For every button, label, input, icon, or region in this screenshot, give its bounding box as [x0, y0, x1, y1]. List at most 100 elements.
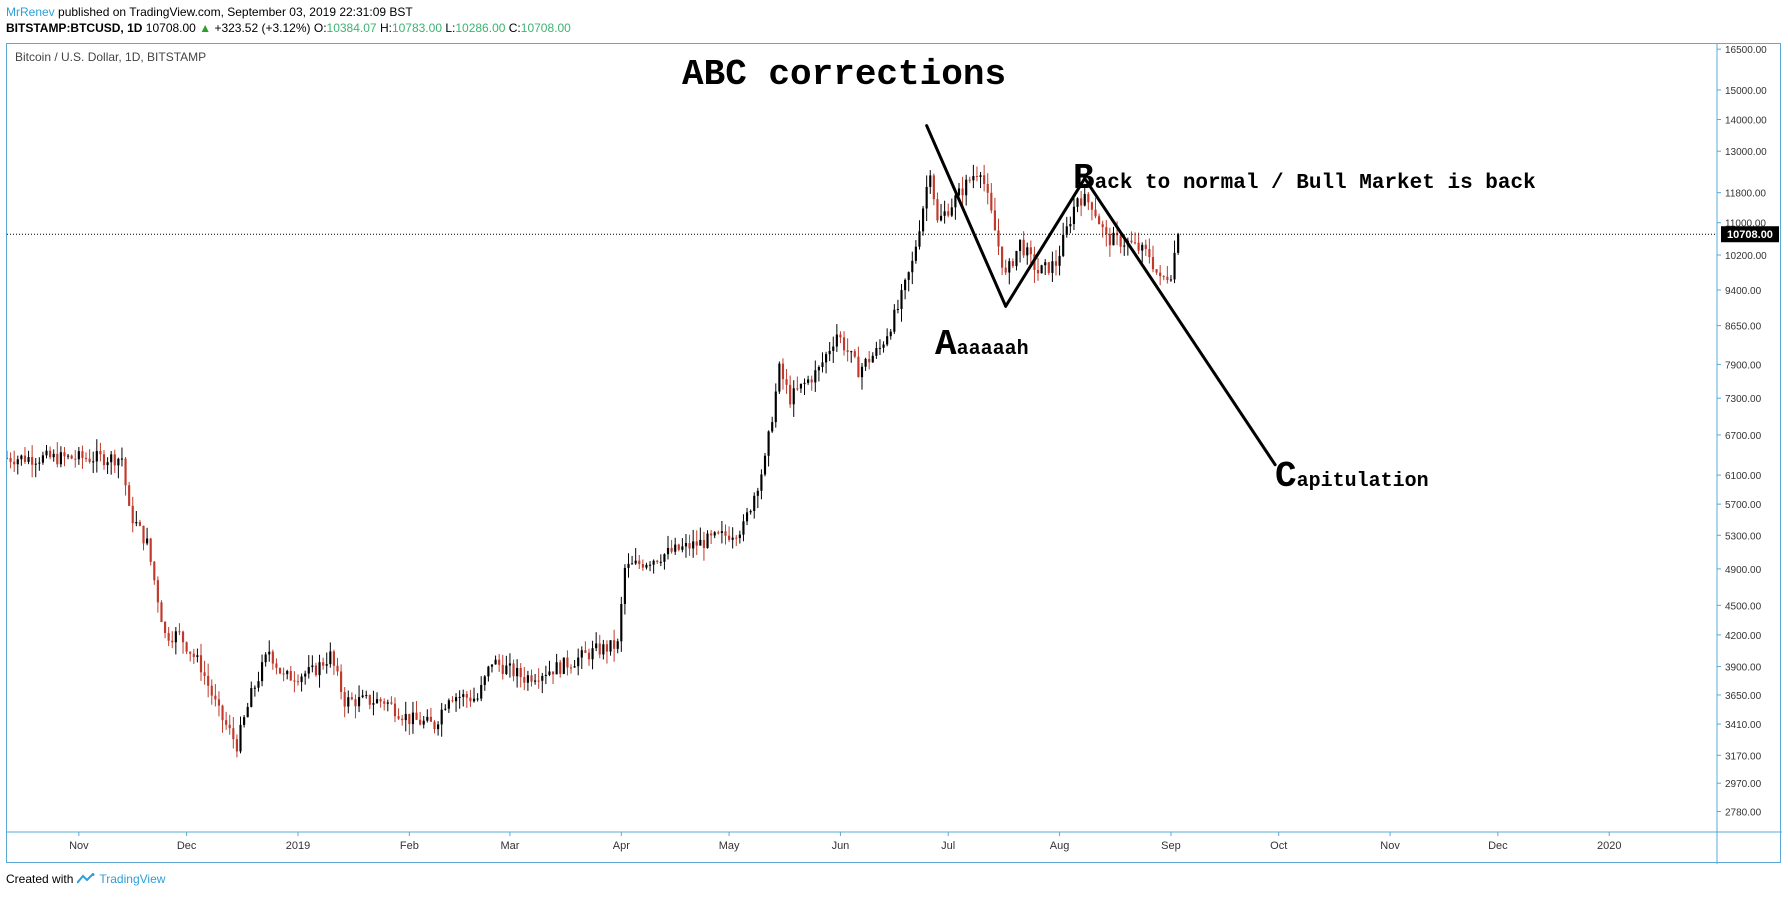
candle-body — [645, 564, 648, 568]
open-label: O: — [313, 21, 327, 35]
candle-body — [627, 563, 630, 568]
x-axis-tick-label: Oct — [1270, 840, 1287, 852]
candle-body — [526, 675, 529, 683]
candle-body — [850, 351, 853, 353]
candle-body — [871, 355, 874, 363]
candle-body — [1044, 262, 1047, 266]
candle-body — [828, 350, 831, 355]
candle-body — [602, 644, 605, 655]
candle-body — [907, 272, 910, 280]
close-value: 10708.00 — [520, 21, 571, 35]
candle-body — [724, 531, 727, 536]
candle-body — [950, 207, 953, 216]
y-axis-tick-label: 7900.00 — [1725, 360, 1762, 371]
candle-body — [92, 461, 95, 463]
candle-body — [401, 718, 404, 721]
candle-body — [1169, 279, 1173, 281]
candle-body — [149, 538, 152, 562]
candle-body — [293, 680, 296, 682]
candle-body — [598, 643, 601, 655]
candle-body — [925, 186, 928, 209]
candle-body — [1151, 257, 1155, 270]
candle-body — [1080, 198, 1083, 206]
candle-body — [1062, 234, 1065, 256]
candle-body — [587, 652, 591, 660]
candle-body — [857, 356, 860, 378]
candle-body — [66, 455, 70, 457]
candle-body — [429, 716, 432, 722]
candle-body — [336, 665, 339, 672]
y-axis-tick-label: 9400.00 — [1725, 286, 1762, 297]
candle-body — [990, 192, 993, 211]
candle-body — [239, 724, 242, 752]
candle-body — [304, 673, 307, 677]
annotation-a-rest: aaaaah — [957, 338, 1029, 361]
candle-body — [1008, 261, 1011, 273]
candle-body — [246, 706, 249, 718]
candle-body — [232, 728, 235, 740]
candle-body — [997, 230, 1000, 247]
x-axis-tick-label: Dec — [177, 840, 197, 852]
x-axis-tick-label: Aug — [1050, 840, 1070, 852]
candle-body — [706, 533, 709, 548]
low-label: L: — [445, 21, 456, 35]
candle-body — [447, 700, 450, 709]
candle-body — [210, 685, 213, 696]
author-link[interactable]: MrRenev — [6, 5, 55, 19]
tradingview-link[interactable]: TradingView — [99, 872, 166, 886]
candle-body — [70, 455, 73, 459]
y-axis-tick-label: 15000.00 — [1725, 86, 1767, 97]
candle-body — [860, 366, 864, 378]
y-axis-tick-label: 14000.00 — [1725, 115, 1767, 126]
candle-body — [383, 701, 386, 704]
y-axis-tick-label: 3900.00 — [1725, 663, 1762, 674]
candle-body — [38, 462, 41, 464]
candle-body — [810, 379, 813, 383]
annotation-a: Aaaaaah — [935, 324, 1029, 365]
candle-body — [605, 644, 609, 652]
candle-body — [516, 667, 519, 677]
candle-body — [27, 457, 30, 462]
x-axis-tick-label: May — [719, 840, 740, 852]
candle-body — [268, 651, 271, 655]
open-value: 10384.07 — [326, 21, 377, 35]
candle-body — [138, 522, 141, 526]
close-label: C: — [508, 21, 521, 35]
candle-body — [551, 671, 555, 675]
candle-body — [832, 346, 835, 351]
candle-body — [1177, 234, 1180, 253]
candle-body — [1137, 242, 1140, 251]
ohlc-line: BITSTAMP:BTCUSD, 1D 10708.00 ▲ +323.52 (… — [6, 20, 571, 36]
candle-body — [674, 544, 677, 552]
candle-body — [340, 671, 343, 693]
candle-body — [99, 450, 102, 455]
candle-body — [785, 379, 788, 385]
y-axis-tick-label: 4900.00 — [1725, 565, 1762, 576]
candle-body — [756, 490, 759, 496]
candle-body — [616, 641, 619, 649]
candle-body — [1015, 250, 1018, 267]
candle-body — [192, 653, 195, 657]
published-text: published on TradingView.com, September … — [58, 5, 413, 19]
candle-body — [361, 695, 364, 698]
chart-canvas[interactable]: 16500.00 15000.00 14000.00 13000.00 11800.00… — [7, 44, 1782, 864]
chart-panel[interactable]: 16500.00 15000.00 14000.00 13000.00 11800.00… — [6, 43, 1782, 864]
candle-body — [120, 458, 124, 460]
candle-body — [839, 334, 842, 338]
candle-body — [465, 694, 468, 698]
candle-body — [896, 308, 900, 310]
candle-body — [893, 309, 896, 332]
candle-body — [1083, 193, 1086, 206]
candle-body — [749, 510, 752, 513]
candle-body — [1119, 235, 1122, 247]
created-with-text: Created with — [6, 872, 74, 886]
candle-body — [59, 452, 62, 465]
candle-body — [638, 560, 641, 565]
candle-body — [156, 580, 159, 603]
candle-body — [1123, 245, 1126, 247]
candle-body — [889, 331, 892, 337]
candle-body — [1162, 276, 1165, 278]
candle-body — [544, 674, 547, 676]
candle-body — [282, 673, 285, 675]
x-axis-tick-label: Nov — [1380, 840, 1400, 852]
